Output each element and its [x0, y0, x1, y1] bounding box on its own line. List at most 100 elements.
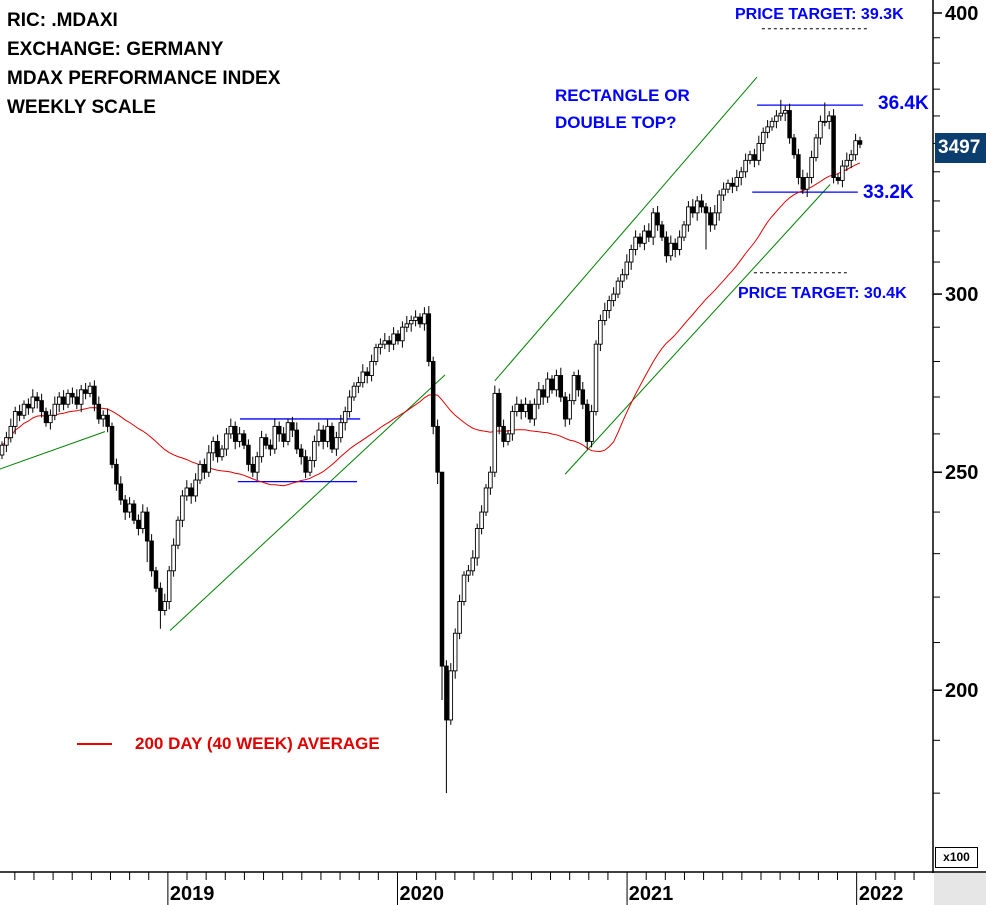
candle-body-up: [193, 479, 198, 497]
candle-body-down: [320, 429, 326, 442]
candle: [505, 429, 511, 446]
candle: [263, 433, 269, 450]
candle: [34, 392, 40, 409]
candle-body-down: [61, 396, 66, 405]
candle-body-down: [202, 463, 207, 473]
candle: [338, 414, 344, 443]
candle-body-up: [532, 403, 537, 420]
candle-body-up: [197, 463, 203, 481]
candle-body-up: [734, 177, 740, 187]
candle: [118, 476, 124, 505]
candle: [835, 173, 841, 185]
chart-info: RIC: .MDAXI EXCHANGE: GERMANY MDAX PERFO…: [7, 6, 280, 122]
candle-body-down: [690, 206, 696, 214]
candle: [316, 422, 322, 447]
candle-body-up: [628, 249, 634, 263]
candle: [175, 516, 181, 550]
candle-body-down: [549, 378, 555, 391]
candle: [65, 389, 71, 409]
candle: [83, 382, 88, 400]
candle: [822, 102, 828, 127]
candle-body-up: [466, 570, 471, 576]
candle: [747, 150, 753, 165]
candle: [426, 306, 432, 367]
candle: [452, 628, 458, 679]
candle: [369, 354, 374, 382]
candle-body-down: [562, 396, 568, 420]
candle: [224, 428, 229, 456]
candle: [215, 434, 220, 463]
candle-body-up: [373, 347, 379, 362]
candle: [712, 205, 718, 230]
candle: [857, 136, 863, 149]
ric-label: RIC: .MDAXI: [7, 10, 118, 31]
candle-body-up: [334, 437, 339, 450]
candle: [105, 408, 110, 433]
candle-body-up: [844, 159, 850, 167]
candle: [677, 230, 682, 256]
trendline: [169, 374, 446, 631]
candle-body-up: [404, 323, 410, 328]
trendline: [564, 184, 831, 475]
candle-body-up: [78, 389, 84, 405]
candle: [276, 421, 282, 442]
unit-multiplier-label: x100: [935, 847, 978, 868]
candle: [8, 418, 14, 443]
candle-body-up: [360, 371, 366, 384]
candle: [602, 302, 608, 326]
candle: [752, 148, 757, 168]
candle-body-down: [122, 499, 128, 513]
candle: [558, 367, 564, 402]
candle-body-down: [298, 448, 304, 458]
candle-body-down: [34, 396, 40, 402]
candle: [672, 238, 678, 258]
candle: [356, 376, 361, 394]
candle: [448, 663, 454, 725]
candle: [285, 418, 291, 446]
candle: [382, 332, 388, 350]
candle-body-up: [259, 437, 264, 458]
candle: [197, 460, 203, 484]
candle-body-up: [488, 471, 493, 489]
candle-body-down: [109, 425, 115, 465]
candle: [532, 398, 537, 426]
candle-body-up: [593, 343, 599, 413]
candle-body-down: [250, 463, 256, 473]
candle-body-up: [782, 110, 788, 114]
candle: [307, 456, 313, 477]
candle: [549, 375, 555, 394]
candle: [171, 538, 176, 577]
candle: [444, 660, 449, 794]
y-tick-label: 300: [945, 284, 978, 306]
candle-body-up: [316, 429, 322, 442]
candle-body-up: [589, 411, 594, 442]
candle: [668, 235, 674, 261]
candle: [70, 387, 75, 404]
candle: [580, 382, 586, 410]
candle-body-up: [602, 310, 608, 321]
candle: [61, 390, 66, 411]
candle-body-up: [4, 437, 9, 446]
candle-body-up: [571, 375, 577, 402]
candle: [136, 514, 141, 536]
candle: [400, 321, 405, 348]
candle-body-up: [100, 414, 106, 420]
last-price-tag: 3497: [935, 133, 986, 163]
candle: [540, 384, 546, 405]
candle: [12, 406, 18, 435]
axis-corner: [934, 873, 986, 905]
candle: [593, 340, 599, 416]
candle-body-up: [738, 171, 744, 178]
candle-body-down: [153, 570, 159, 589]
candle: [56, 392, 62, 413]
candle: [774, 110, 779, 129]
candle: [373, 343, 379, 366]
candle-body-up: [650, 212, 656, 238]
candle-body-down: [857, 140, 863, 145]
candle-body-up: [325, 425, 330, 442]
candle-body-up: [56, 396, 62, 405]
candle-body-down: [294, 429, 300, 450]
candle-body-down: [395, 333, 401, 342]
candle: [342, 406, 348, 431]
candle: [294, 422, 300, 454]
